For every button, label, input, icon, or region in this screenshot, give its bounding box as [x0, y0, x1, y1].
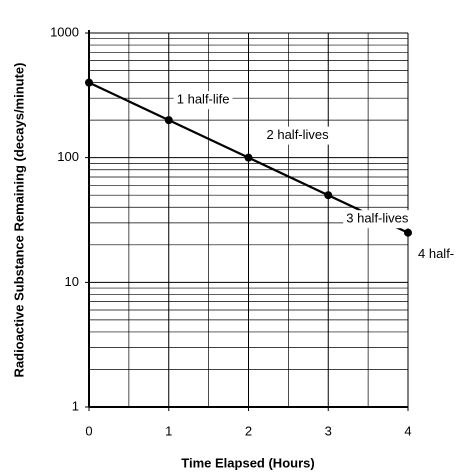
annotation-bg	[263, 126, 332, 145]
x-tick-label: 4	[404, 423, 411, 438]
x-axis-label: Time Elapsed (Hours)	[181, 455, 314, 470]
point	[164, 116, 173, 125]
x-tick-label: 0	[85, 423, 92, 438]
annotation: 3 half-lives	[346, 211, 409, 226]
annotation-bg	[415, 245, 458, 264]
y-axis-label: Radioactive Substance Remaining (decays/…	[11, 63, 26, 378]
point	[404, 228, 412, 237]
y-tick-label: 10	[65, 274, 79, 289]
x-tick-label: 2	[245, 423, 252, 438]
annotation: 4 half-	[418, 246, 454, 261]
point	[244, 153, 253, 162]
point	[85, 78, 93, 87]
x-tick-label: 3	[325, 423, 332, 438]
point	[324, 191, 333, 200]
annotation: 1 half-life	[177, 92, 230, 107]
y-tick-label: 1	[72, 398, 79, 413]
y-tick-label: 100	[57, 149, 79, 164]
x-tick-label: 1	[165, 423, 172, 438]
annotation-bg	[173, 91, 233, 110]
annotation-bg	[343, 210, 412, 229]
annotation: 2 half-lives	[267, 127, 330, 142]
y-tick-label: 1000	[50, 24, 79, 39]
